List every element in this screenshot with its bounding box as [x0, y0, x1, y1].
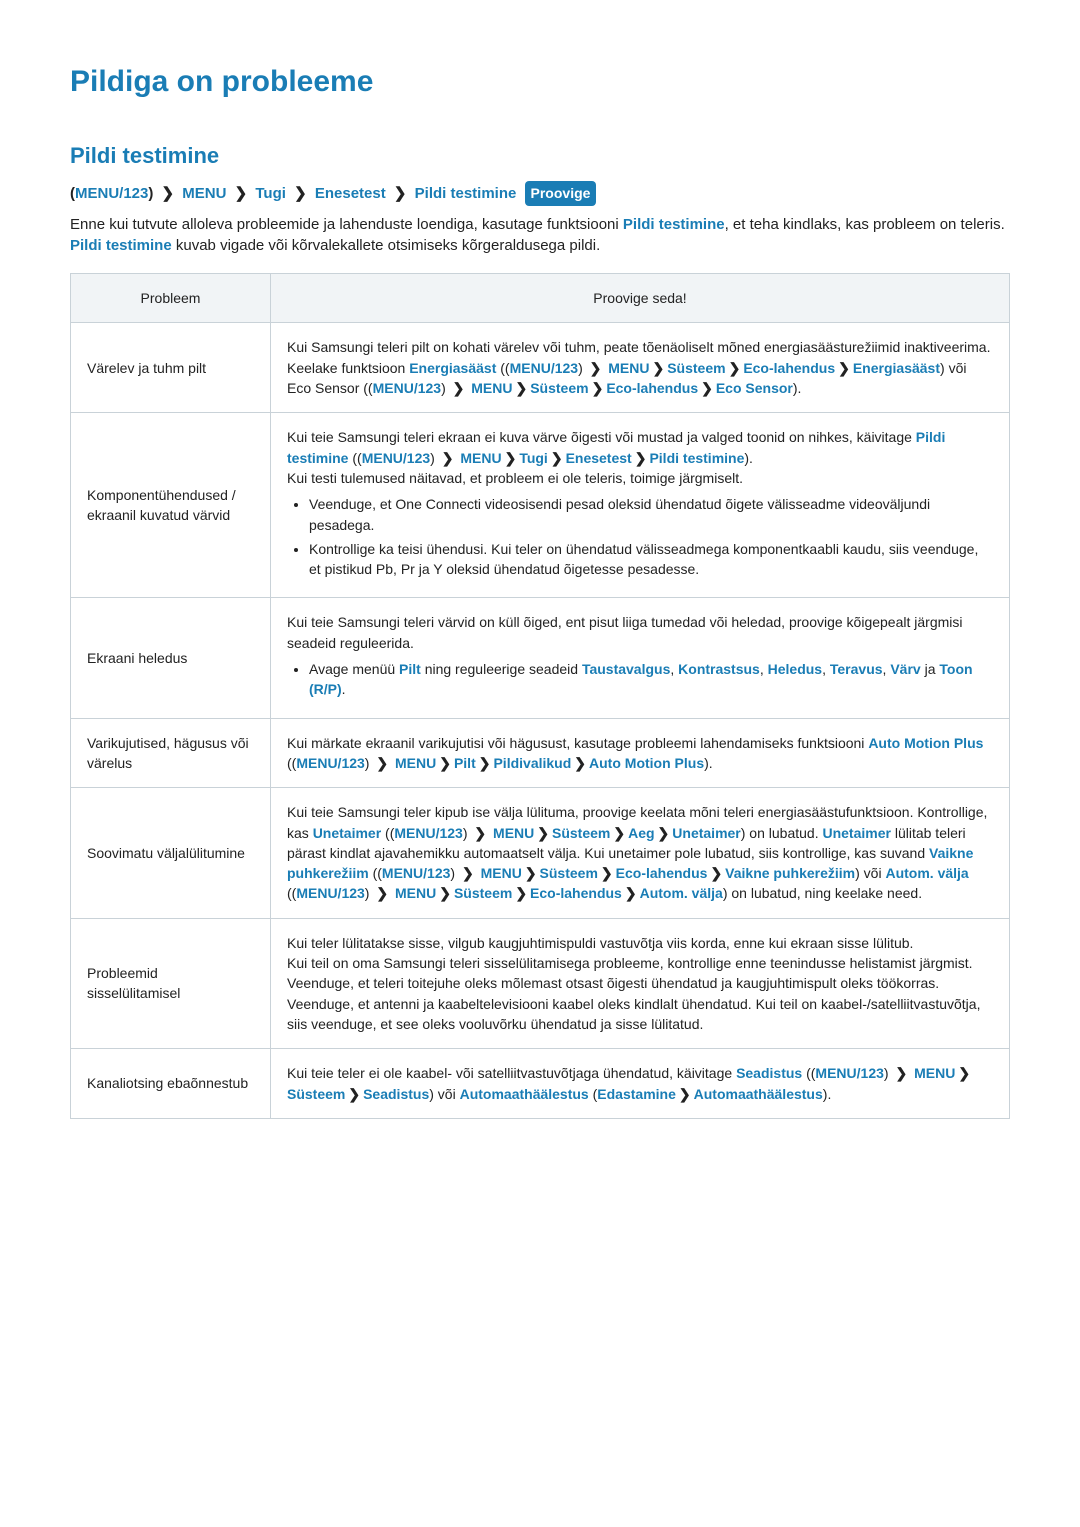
table-row: Värelev ja tuhm pilt Kui Samsungi teleri… [71, 323, 1010, 413]
nav-seg-1: MENU [182, 185, 226, 202]
nav-seg-4: Pildi testimine [415, 185, 517, 202]
troubleshoot-table: Probleem Proovige seda! Värelev ja tuhm … [70, 273, 1010, 1119]
problem-cell: Värelev ja tuhm pilt [71, 323, 271, 413]
problem-cell: Kanaliotsing ebaõnnestub [71, 1049, 271, 1119]
breadcrumb: (MENU/123) ❯ MENU ❯ Tugi ❯ Enesetest ❯ P… [70, 181, 1010, 205]
table-row: Kanaliotsing ebaõnnestub Kui teie teler … [71, 1049, 1010, 1119]
table-row: Probleemid sisselülitamisel Kui teler lü… [71, 918, 1010, 1048]
nav-seg-0: MENU/123 [75, 185, 148, 202]
solution-cell: Kui teie teler ei ole kaabel- või satell… [271, 1049, 1010, 1119]
chevron-right-icon: ❯ [162, 185, 175, 202]
table-row: Varikujutised, hägusus või värelus Kui m… [71, 718, 1010, 788]
list-item: Kontrollige ka teisi ühendusi. Kui teler… [309, 539, 993, 580]
nav-seg-3: Enesetest [315, 185, 386, 202]
intro-text: Enne kui tutvute alloleva probleemide ja… [70, 214, 1010, 258]
problem-cell: Ekraani heledus [71, 598, 271, 718]
section-title: Pildi testimine [70, 140, 1010, 172]
chevron-right-icon: ❯ [235, 185, 248, 202]
problem-cell: Soovimatu väljalülitumine [71, 788, 271, 918]
list-item: Avage menüü Pilt ning reguleerige seadei… [309, 659, 993, 700]
solution-cell: Kui märkate ekraanil varikujutisi või hä… [271, 718, 1010, 788]
solution-cell: Kui teie Samsungi teleri ekraan ei kuva … [271, 413, 1010, 598]
chevron-right-icon: ❯ [294, 185, 307, 202]
solution-cell: Kui teler lülitatakse sisse, vilgub kaug… [271, 918, 1010, 1048]
problem-cell: Probleemid sisselülitamisel [71, 918, 271, 1048]
table-row: Soovimatu väljalülitumine Kui teie Samsu… [71, 788, 1010, 918]
try-badge: Proovige [525, 181, 597, 205]
table-row: Ekraani heledus Kui teie Samsungi teleri… [71, 598, 1010, 718]
list-item: Veenduge, et One Connecti videosisendi p… [309, 494, 993, 535]
nav-seg-2: Tugi [255, 185, 286, 202]
col-header-try: Proovige seda! [271, 274, 1010, 323]
chevron-right-icon: ❯ [394, 185, 407, 202]
table-row: Komponentühendused / ekraanil kuvatud vä… [71, 413, 1010, 598]
problem-cell: Varikujutised, hägusus või värelus [71, 718, 271, 788]
col-header-problem: Probleem [71, 274, 271, 323]
solution-cell: Kui teie Samsungi teler kipub ise välja … [271, 788, 1010, 918]
solution-cell: Kui Samsungi teleri pilt on kohati värel… [271, 323, 1010, 413]
paren-close: ) [148, 185, 153, 202]
solution-cell: Kui teie Samsungi teleri värvid on küll … [271, 598, 1010, 718]
problem-cell: Komponentühendused / ekraanil kuvatud vä… [71, 413, 271, 598]
page-title: Pildiga on probleeme [70, 60, 1010, 104]
